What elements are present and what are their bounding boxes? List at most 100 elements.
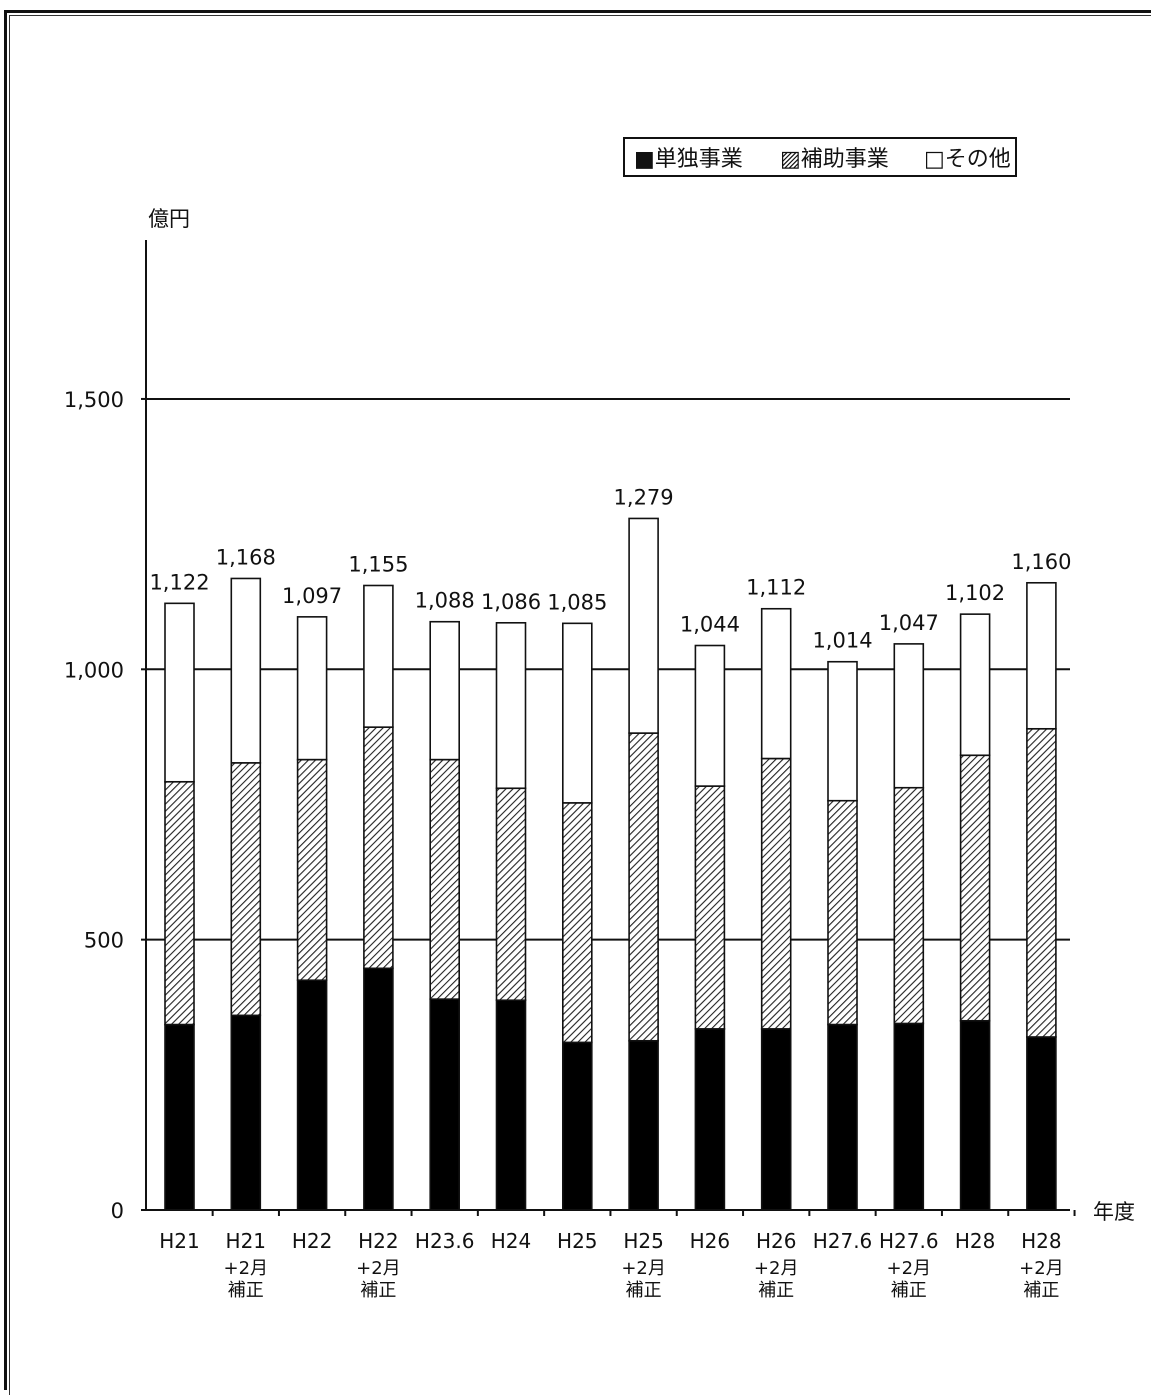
category-sublabel: 補正 [228,1280,264,1301]
category-sublabel: +2月 [356,1258,401,1279]
bar-segment-subsidy [230,762,262,1017]
category-label: H22 [292,1229,333,1253]
y-tick-label: 500 [84,929,124,953]
legend-label-subsidy: ▨補助事業 [780,147,889,172]
y-tick-label: 1,000 [64,658,124,682]
category-sublabel: +2月 [754,1258,799,1279]
category-label: H21 [226,1229,267,1253]
bar-segment-other [893,643,925,789]
bar-segment-subsidy [363,726,394,970]
bar-segment-subsidy [893,786,925,1025]
total-label: 1,160 [1011,550,1071,574]
category-label: H22 [358,1229,399,1253]
total-label: 1,155 [348,552,408,576]
bar-segment-single [1026,1036,1057,1211]
bar-segment-single [760,1028,792,1211]
category-sublabel: 補正 [1023,1280,1059,1301]
legend-box [623,137,1017,177]
chart-frame-inner [9,15,1151,1395]
category-sublabel: 補正 [758,1280,794,1301]
category-sublabel: +2月 [224,1258,269,1279]
category-label: H27.6 [879,1229,939,1253]
bar-segment-other [694,644,726,787]
total-label: 1,014 [812,629,872,653]
category-label: H28 [955,1229,996,1253]
category-label: H26 [756,1229,797,1253]
total-label: 1,097 [282,584,342,608]
total-label: 1,102 [945,581,1005,605]
y-tick-label: 0 [111,1199,124,1223]
bar-segment-other [230,577,262,764]
y-tick-label: 1,500 [64,388,124,412]
category-label: H25 [557,1229,598,1253]
bar-segment-single [230,1014,262,1211]
bar-segment-other [561,622,593,804]
x-axis-title: 年度 [1093,1200,1135,1224]
bar-segment-subsidy [760,757,792,1030]
bar-segment-single [296,979,328,1211]
category-sublabel: 補正 [360,1280,396,1301]
total-label: 1,088 [415,589,475,613]
bar-segment-subsidy [827,799,858,1026]
category-sublabel: 補正 [891,1280,927,1301]
category-sublabel: +2月 [1019,1258,1064,1279]
bar-segment-other [760,607,792,760]
category-sublabel: 補正 [626,1280,662,1301]
bar-segment-subsidy [1026,727,1057,1038]
gridlines [146,397,1070,941]
bar-segment-single [959,1019,991,1211]
total-label: 1,112 [746,576,806,600]
bar-group [164,517,1057,1211]
bar-segment-subsidy [628,732,659,1042]
bar-segment-other [827,660,858,802]
bar-segment-single [495,999,527,1211]
bar-segment-other [628,517,659,734]
bar-segment-single [893,1022,925,1211]
bar-segment-subsidy [694,785,726,1030]
total-label: 1,086 [481,590,541,614]
bar-segment-other [1026,581,1057,730]
bar-segment-single [628,1039,659,1211]
total-label: 1,122 [149,570,209,594]
total-label: 1,279 [614,485,674,509]
total-label: 1,047 [879,611,939,635]
bar-segment-other [164,602,195,783]
bar-segment-subsidy [296,758,328,982]
bar-segment-other [363,584,394,728]
bar-segment-single [561,1041,593,1211]
category-label: H23.6 [415,1229,475,1253]
y-tick-labels: 0 500 1,000 1,500 [64,388,124,1223]
bar-segment-single [363,967,394,1211]
bar-segment-subsidy [429,758,461,1000]
bar-segment-single [164,1023,195,1211]
bar-segment-other [495,621,527,790]
bar-segment-other [959,613,991,757]
bar-segment-subsidy [561,802,593,1044]
bar-segment-other [296,616,328,761]
total-label: 1,085 [547,590,607,614]
bar-segment-other [429,620,461,761]
bar-segment-subsidy [164,780,195,1026]
bar-segment-subsidy [959,754,991,1022]
category-sublabel: +2月 [621,1258,666,1279]
category-label: H25 [623,1229,664,1253]
category-label: H28 [1021,1229,1062,1253]
y-axis-title: 億円 [148,207,190,231]
bar-segment-subsidy [495,787,527,1002]
chart-frame [4,10,1151,1390]
bar-segment-single [694,1028,726,1211]
legend-label-single: ■単独事業 [634,147,743,172]
category-label: H27.6 [813,1229,873,1253]
bar-segment-single [827,1023,858,1211]
legend-label-other: □その他 [924,147,1011,172]
legend: ■単独事業 ▨補助事業 □その他 [623,137,1017,177]
total-label: 1,044 [680,613,740,637]
category-label: H21 [159,1229,200,1253]
axes [141,240,1076,1216]
category-label: H24 [491,1229,532,1253]
total-label: 1,168 [216,545,276,569]
category-sublabel: +2月 [887,1258,932,1279]
